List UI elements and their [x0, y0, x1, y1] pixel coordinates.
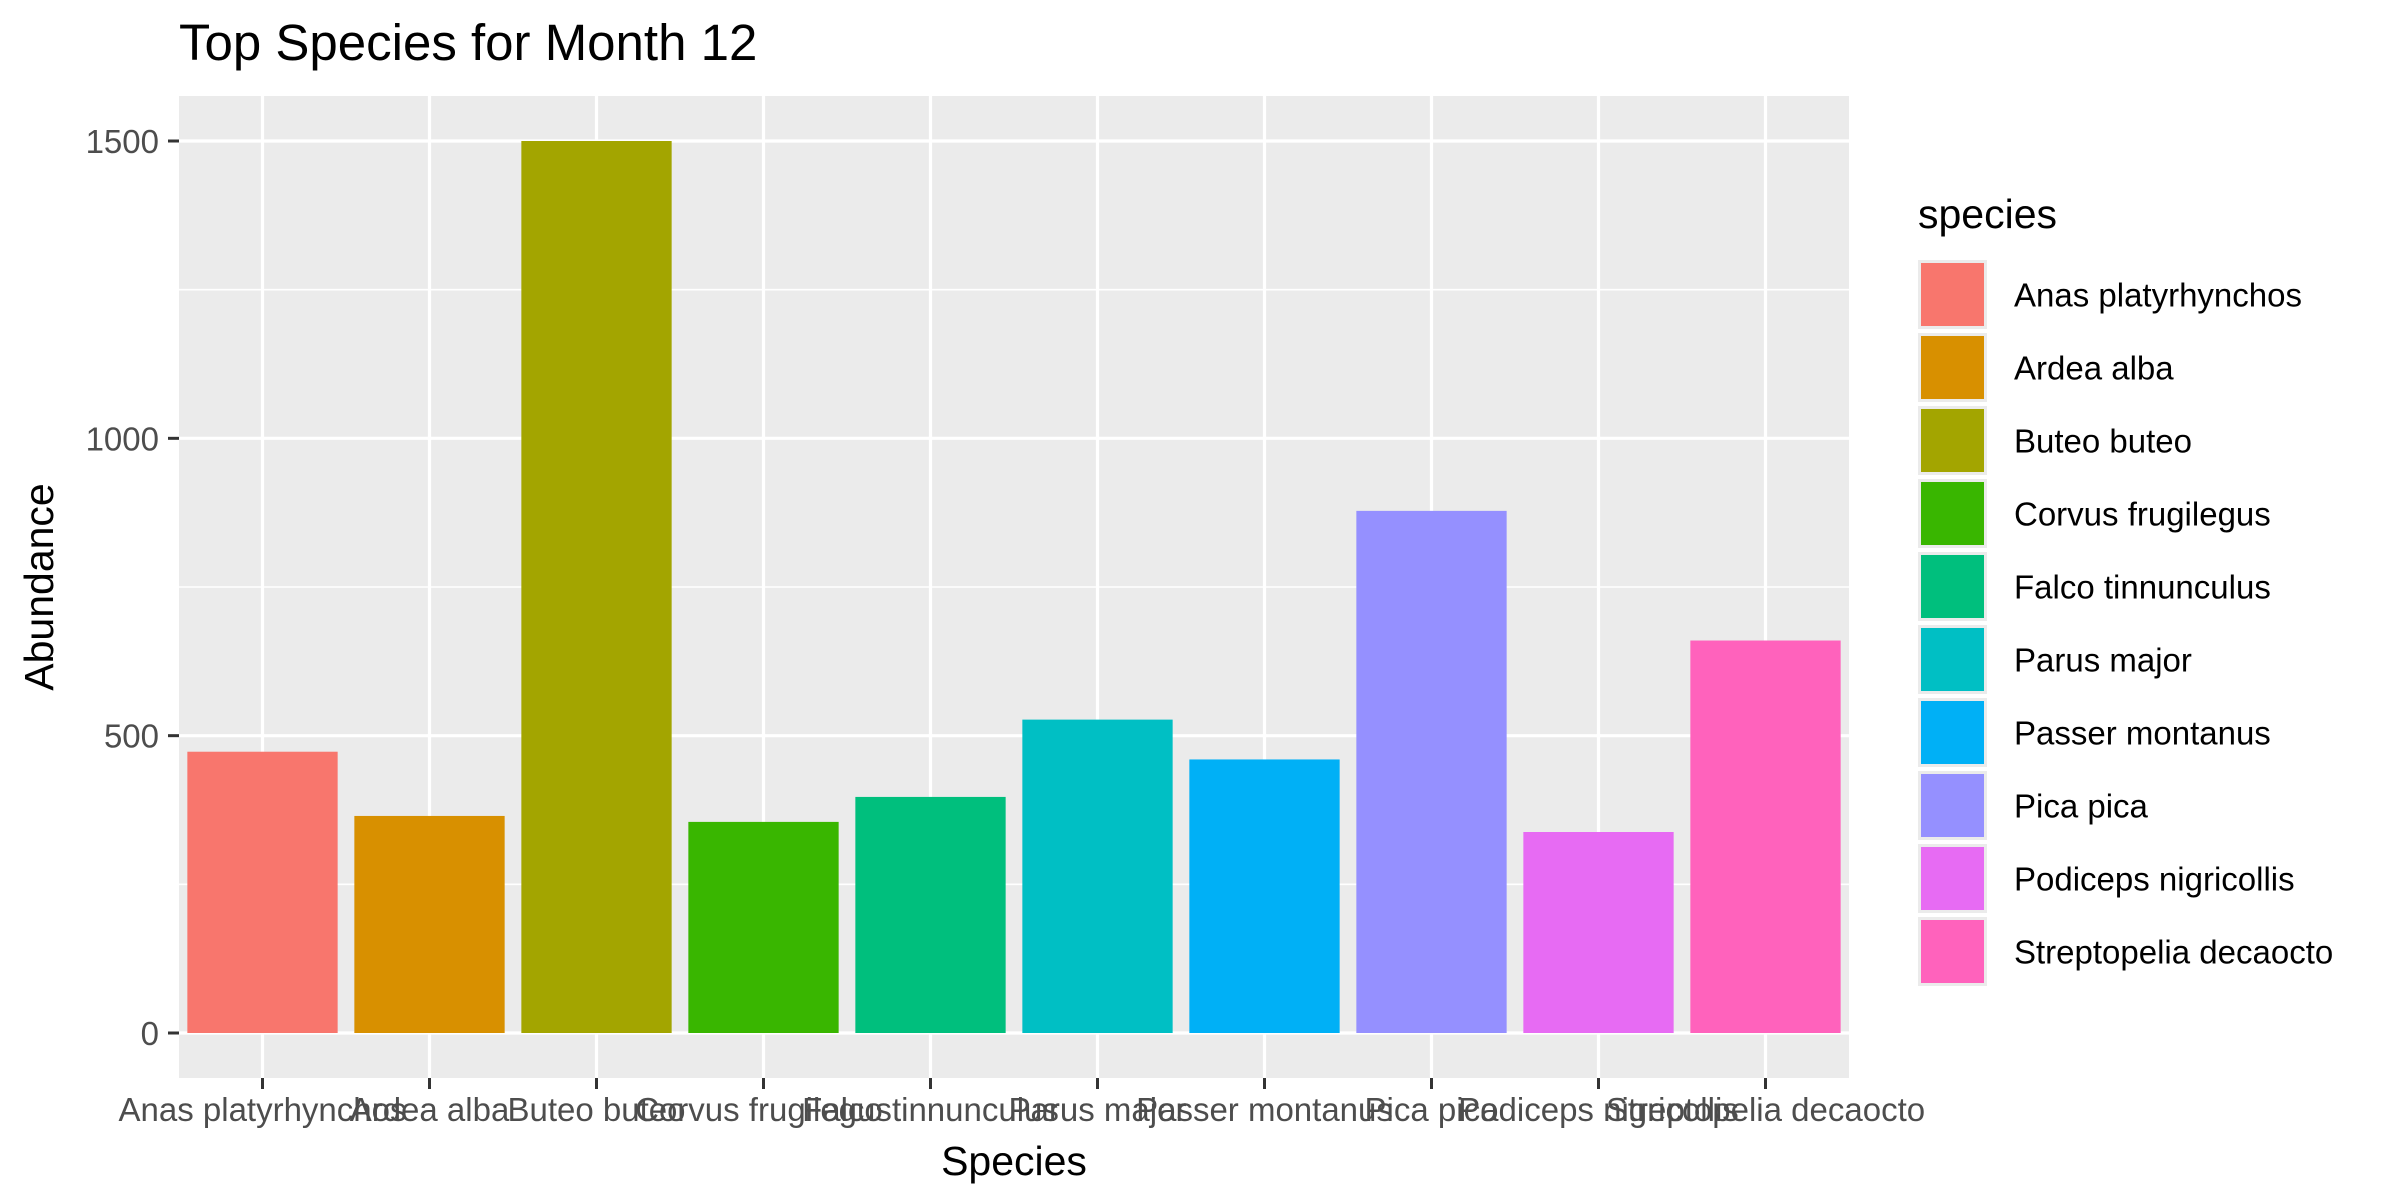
legend-label: Corvus frugilegus [2014, 496, 2271, 533]
y-axis-title: Abundance [16, 483, 62, 690]
bar-streptopelia-decaocto [1690, 640, 1841, 1033]
bar-pica-pica [1356, 510, 1507, 1033]
y-tick-label: 500 [104, 718, 159, 755]
legend-key [1921, 482, 1984, 545]
legend: species Anas platyrhynchos Ardea alba Bute… [1918, 191, 2333, 986]
legend-key [1921, 774, 1984, 837]
x-tick-label: Parus major [1009, 1091, 1187, 1128]
legend-title: species [1918, 191, 2057, 237]
legend-key [1921, 920, 1984, 983]
legend-label: Parus major [2014, 642, 2192, 679]
x-tick-label: Streptopelia decaocto [1606, 1091, 1925, 1128]
x-tick-label: Buteo buteo [508, 1091, 686, 1128]
legend-label: Streptopelia decaocto [2014, 934, 2333, 971]
legend-label: Passer montanus [2014, 715, 2271, 752]
y-tick-label: 1500 [86, 123, 159, 160]
bar-podiceps-nigricollis [1523, 832, 1674, 1033]
legend-key [1921, 847, 1984, 910]
legend-label: Buteo buteo [2014, 423, 2192, 460]
legend-key [1921, 409, 1984, 472]
x-tick-label: Pica pica [1365, 1091, 1500, 1128]
x-tick-label: Falco tinnunculus [802, 1091, 1059, 1128]
x-tick-label: Corvus frugilegus [635, 1091, 892, 1128]
y-tick-label: 1000 [86, 420, 159, 457]
x-tick-label: Anas platyrhynchos [119, 1091, 407, 1128]
chart-title: Top Species for Month 12 [179, 14, 757, 71]
legend-key [1921, 701, 1984, 764]
bar-anas-platyrhynchos [187, 751, 338, 1033]
bar-corvus-frugilegus [688, 821, 839, 1033]
legend-key [1921, 336, 1984, 399]
legend-label: Falco tinnunculus [2014, 569, 2271, 606]
legend-key [1921, 555, 1984, 618]
y-tick-label: 0 [141, 1015, 159, 1052]
x-tick-label: Passer montanus [1136, 1091, 1393, 1128]
bar-ardea-alba [354, 815, 505, 1033]
legend-label: Ardea alba [2014, 350, 2174, 387]
x-tick-label: Ardea alba [350, 1091, 510, 1128]
legend-key [1921, 263, 1984, 326]
legend-label: Anas platyrhynchos [2014, 277, 2302, 314]
legend-label: Podiceps nigricollis [2014, 861, 2295, 898]
bar-passer-montanus [1189, 759, 1340, 1033]
x-tick-label: Podiceps nigricollis [1458, 1091, 1739, 1128]
legend-label: Pica pica [2014, 788, 2149, 825]
bar-falco-tinnunculus [855, 796, 1006, 1033]
x-axis-title: Species [941, 1138, 1087, 1184]
bar-parus-major [1022, 719, 1173, 1033]
bars [187, 141, 1841, 1033]
bar-buteo-buteo [521, 141, 672, 1033]
legend-key [1921, 628, 1984, 691]
